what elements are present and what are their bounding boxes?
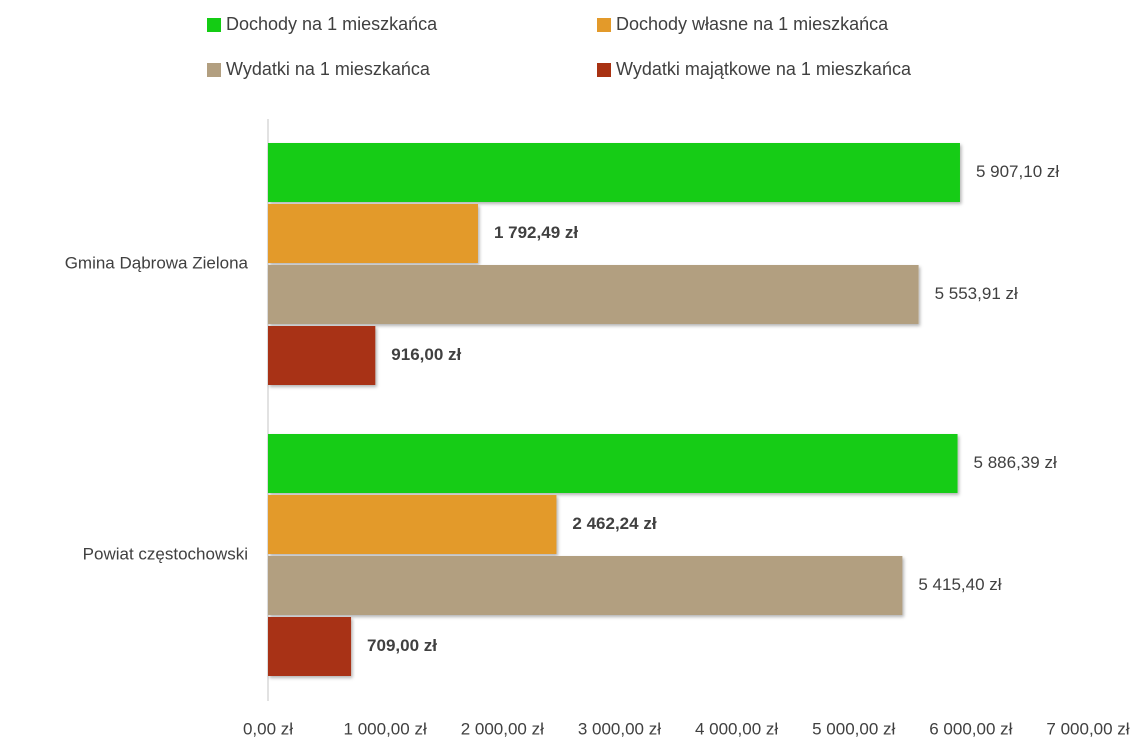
legend-swatch [207,18,221,32]
x-tick-label: 7 000,00 zł [1046,719,1129,738]
legend-label: Wydatki na 1 mieszkańca [226,59,431,79]
value-label: 916,00 zł [391,345,461,364]
value-label: 5 553,91 zł [935,284,1018,303]
x-tick-label: 3 000,00 zł [578,719,661,738]
bar [268,495,557,554]
x-tick-label: 4 000,00 zł [695,719,778,738]
x-tick-label: 5 000,00 zł [812,719,895,738]
value-label: 5 907,10 zł [976,162,1059,181]
x-tick-label: 2 000,00 zł [461,719,544,738]
legend-swatch [597,63,611,77]
bar [268,434,958,493]
value-label: 5 886,39 zł [974,453,1057,472]
legend-label: Dochody na 1 mieszkańca [226,14,438,34]
bar [268,265,919,324]
legend-label: Wydatki majątkowe na 1 mieszkańca [616,59,912,79]
legend-swatch [597,18,611,32]
value-label: 5 415,40 zł [918,575,1001,594]
value-label: 1 792,49 zł [494,223,578,242]
bar [268,617,352,676]
category-label: Gmina Dąbrowa Zielona [65,253,249,272]
x-tick-label: 1 000,00 zł [344,719,427,738]
value-label: 709,00 zł [367,636,437,655]
bar [268,556,903,615]
x-tick-label: 0,00 zł [243,719,293,738]
legend-label: Dochody własne na 1 mieszkańca [616,14,889,34]
bar [268,143,960,202]
category-label: Powiat częstochowski [83,544,248,563]
bar [268,326,376,385]
bar [268,204,478,263]
x-tick-label: 6 000,00 zł [929,719,1012,738]
value-label: 2 462,24 zł [572,514,656,533]
legend-swatch [207,63,221,77]
